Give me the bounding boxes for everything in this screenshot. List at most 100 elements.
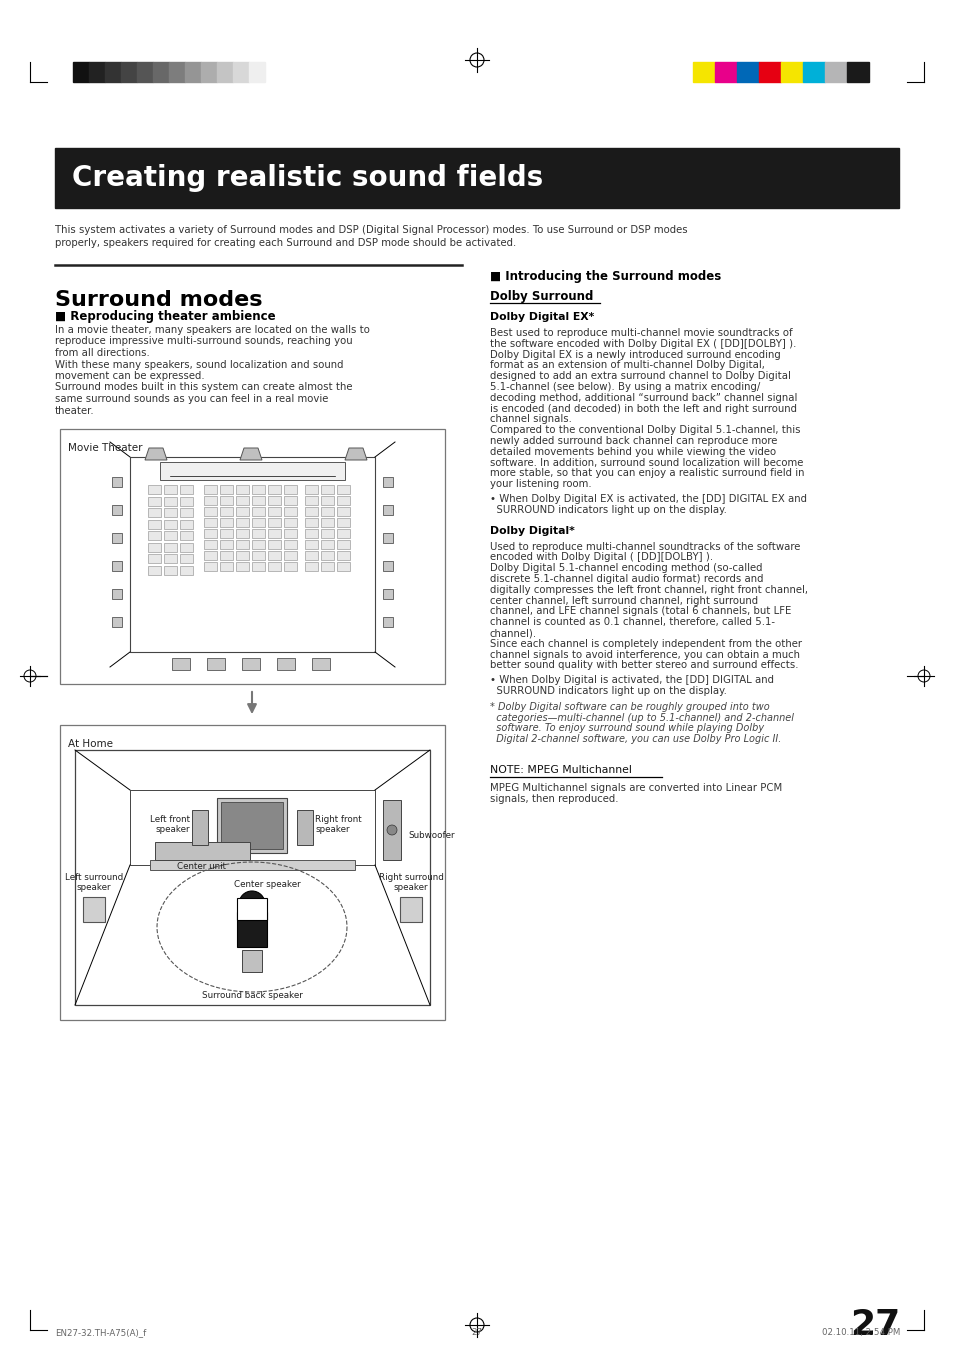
Text: software. In addition, surround sound localization will become: software. In addition, surround sound lo… [490, 457, 802, 468]
Text: is encoded (and decoded) in both the left and right surround: is encoded (and decoded) in both the lef… [490, 404, 796, 414]
Text: format as an extension of multi-channel Dolby Digital,: format as an extension of multi-channel … [490, 361, 764, 370]
Bar [201, 62, 216, 82]
Bar [164, 519, 177, 529]
Bar [204, 507, 216, 516]
Bar [336, 562, 350, 571]
Bar [164, 554, 177, 562]
Bar [824, 62, 846, 82]
Text: • When Dolby Digital EX is activated, the [DD] DIGITAL EX and: • When Dolby Digital EX is activated, th… [490, 493, 806, 504]
Bar [148, 519, 161, 529]
Text: channel).: channel). [490, 627, 537, 638]
Text: software. To enjoy surround sound while playing Dolby: software. To enjoy surround sound while … [490, 723, 763, 733]
Bar [164, 531, 177, 539]
Text: Subwoofer: Subwoofer [408, 830, 455, 840]
Text: * Dolby Digital software can be roughly grouped into two: * Dolby Digital software can be roughly … [490, 702, 769, 711]
Bar [268, 552, 281, 560]
Bar [164, 508, 177, 516]
Text: reproduce impressive multi-surround sounds, reaching you: reproduce impressive multi-surround soun… [55, 337, 353, 346]
Bar [284, 539, 296, 549]
Text: SURROUND indicators light up on the display.: SURROUND indicators light up on the disp… [490, 685, 726, 696]
Bar [160, 462, 345, 480]
Text: your listening room.: your listening room. [490, 479, 591, 489]
Text: Dolby Digital EX*: Dolby Digital EX* [490, 312, 594, 322]
Bar [204, 496, 216, 506]
Bar [268, 562, 281, 571]
Bar [112, 533, 122, 544]
Bar [320, 562, 334, 571]
Bar [148, 485, 161, 493]
Bar [89, 62, 105, 82]
Text: Dolby Surround: Dolby Surround [490, 289, 593, 303]
Polygon shape [345, 448, 367, 460]
Text: better sound quality with better stereo and surround effects.: better sound quality with better stereo … [490, 660, 798, 671]
Text: Dolby Digital*: Dolby Digital* [490, 526, 574, 535]
Text: Since each channel is completely independent from the other: Since each channel is completely indepen… [490, 638, 801, 649]
Bar [180, 554, 193, 562]
Bar [204, 529, 216, 538]
Bar [112, 617, 122, 627]
Bar [112, 477, 122, 487]
Bar [846, 62, 868, 82]
Text: decoding method, additional “surround back” channel signal: decoding method, additional “surround ba… [490, 393, 797, 403]
Text: At Home: At Home [68, 740, 112, 749]
Text: digitally compresses the left front channel, right front channel,: digitally compresses the left front chan… [490, 585, 807, 595]
Bar [336, 529, 350, 538]
Bar [154, 842, 250, 860]
Bar [137, 62, 152, 82]
Text: from all directions.: from all directions. [55, 347, 150, 358]
Bar [320, 518, 334, 527]
Bar [320, 539, 334, 549]
Bar [268, 507, 281, 516]
Bar [382, 561, 393, 571]
Bar [235, 529, 249, 538]
Text: NOTE: MPEG Multichannel: NOTE: MPEG Multichannel [490, 765, 631, 775]
Bar [235, 552, 249, 560]
Text: channel, and LFE channel signals (total 6 channels, but LFE: channel, and LFE channel signals (total … [490, 607, 791, 617]
Bar [233, 62, 249, 82]
Bar [73, 62, 89, 82]
Bar [714, 62, 737, 82]
Bar [382, 477, 393, 487]
Bar [148, 531, 161, 539]
Text: Surround modes built in this system can create almost the: Surround modes built in this system can … [55, 383, 352, 392]
Text: EN27-32.TH-A75(A)_f: EN27-32.TH-A75(A)_f [55, 1328, 146, 1337]
Bar [252, 496, 265, 506]
Bar [112, 589, 122, 599]
Bar [164, 485, 177, 493]
Bar [164, 565, 177, 575]
Bar [220, 552, 233, 560]
Bar [235, 562, 249, 571]
Text: Compared to the conventional Dolby Digital 5.1-channel, this: Compared to the conventional Dolby Digit… [490, 425, 800, 435]
Bar [268, 485, 281, 493]
Text: Surround back speaker: Surround back speaker [201, 991, 302, 1000]
Bar [252, 507, 265, 516]
Bar [284, 496, 296, 506]
Text: categories—multi-channel (up to 5.1-channel) and 2-channel: categories—multi-channel (up to 5.1-chan… [490, 713, 793, 722]
Bar [336, 496, 350, 506]
Bar [737, 62, 759, 82]
Bar [284, 485, 296, 493]
Bar [204, 485, 216, 493]
Bar [148, 554, 161, 562]
Bar [320, 496, 334, 506]
Text: newly added surround back channel can reproduce more: newly added surround back channel can re… [490, 435, 777, 446]
Bar [148, 496, 161, 506]
Bar [235, 485, 249, 493]
Bar [220, 562, 233, 571]
Bar [268, 496, 281, 506]
Circle shape [239, 891, 265, 917]
Bar [220, 518, 233, 527]
Text: Creating realistic sound fields: Creating realistic sound fields [71, 164, 542, 192]
Text: Center speaker: Center speaker [233, 880, 300, 890]
Bar [284, 529, 296, 538]
Bar [276, 658, 294, 671]
Text: Center unit: Center unit [177, 863, 226, 871]
Bar [216, 798, 287, 853]
Bar [172, 658, 190, 671]
Text: Dolby Digital 5.1-channel encoding method (so-called: Dolby Digital 5.1-channel encoding metho… [490, 564, 761, 573]
Bar [802, 62, 824, 82]
Text: • When Dolby Digital is activated, the [DD] DIGITAL and: • When Dolby Digital is activated, the [… [490, 675, 773, 685]
Bar [284, 562, 296, 571]
Bar [235, 496, 249, 506]
Bar [216, 62, 233, 82]
